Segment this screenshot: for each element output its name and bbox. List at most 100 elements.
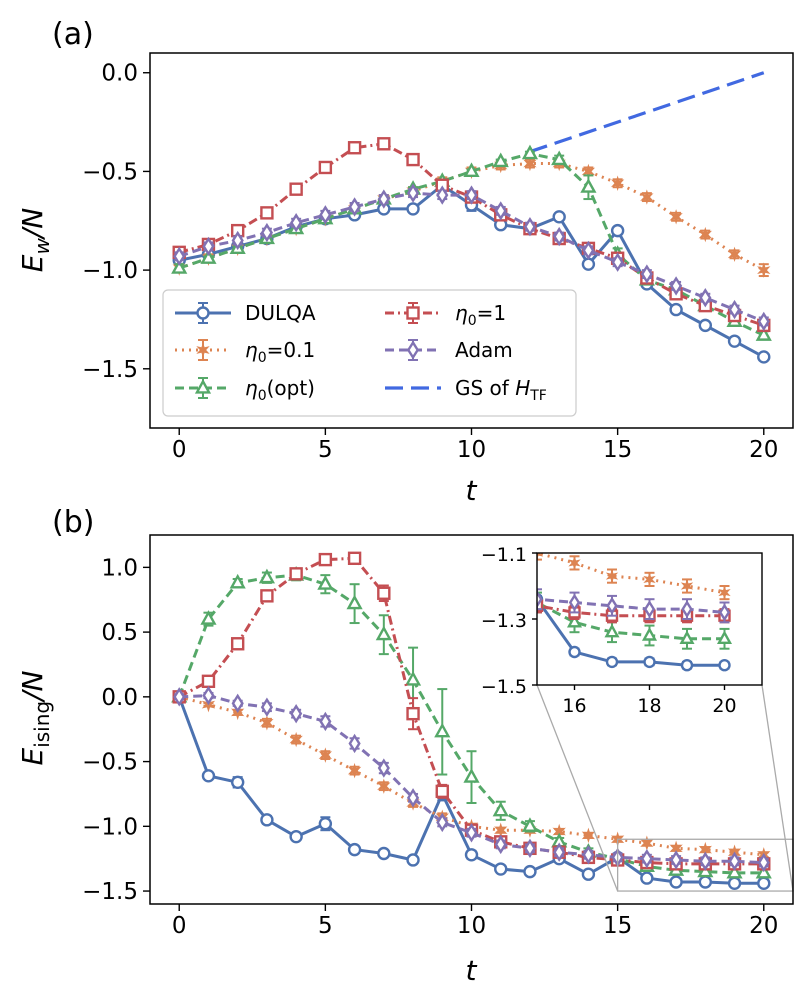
panel-a-DULQA-point bbox=[610, 223, 625, 238]
inset-Adam-point bbox=[458, 579, 467, 593]
inset-eta01-point bbox=[382, 524, 392, 535]
inset-DULQA-point bbox=[420, 631, 430, 641]
panel-a-Adam-point bbox=[699, 288, 712, 308]
panel-a-Adam-point bbox=[553, 226, 566, 247]
panel-a-etaopt-point bbox=[463, 162, 480, 178]
inset-Adam-point bbox=[643, 600, 656, 619]
panel-a-eta01-point bbox=[698, 226, 712, 243]
zoom-connector bbox=[536, 684, 619, 892]
zoom-connector bbox=[761, 684, 794, 892]
panel-b-Adam-point bbox=[377, 758, 390, 778]
inset-eta01-series bbox=[270, 455, 731, 601]
panel-a-DULQA-point bbox=[669, 302, 683, 317]
inset-eta01-point bbox=[537, 553, 544, 561]
legend-entry: η0=0.1 bbox=[175, 338, 315, 366]
panel-b-eta01-point bbox=[260, 715, 274, 731]
panel-a-eta1-point bbox=[406, 152, 420, 167]
panel-a-eta01-point bbox=[757, 262, 771, 278]
inset-eta1-point bbox=[495, 594, 505, 604]
panel-b-label: (b) bbox=[52, 505, 94, 540]
panel-a-eta1-point bbox=[260, 206, 274, 220]
inset-etaopt-point bbox=[457, 554, 468, 564]
panel-a-Adam-point bbox=[202, 236, 215, 257]
panel-b-DULQA-point bbox=[377, 846, 391, 861]
panel-a-Adam-series bbox=[173, 183, 770, 332]
panel-b-DULQA-point bbox=[406, 853, 420, 867]
inset-eta1-point bbox=[537, 599, 544, 612]
inset-eta01-point bbox=[718, 585, 731, 600]
panel-b-DULQA-point bbox=[289, 829, 303, 844]
panel-b-etaopt-point bbox=[346, 594, 363, 610]
panel-a-DULQA-point bbox=[698, 318, 713, 333]
panel-a-Adam-point bbox=[669, 276, 683, 296]
panel-b-DULQA-point bbox=[201, 769, 216, 783]
panel-b-Adam-point bbox=[202, 685, 215, 706]
inset-etaopt-point bbox=[641, 627, 658, 641]
panel-a-etaopt-point bbox=[200, 249, 217, 264]
panel-b-Adam-point bbox=[319, 711, 332, 732]
panel-b-eta01-point bbox=[581, 827, 596, 844]
panel-b-xtick-label: 5 bbox=[318, 913, 333, 939]
panel-a-Adam-point bbox=[377, 189, 390, 209]
panel-a-eta01-point bbox=[523, 155, 537, 172]
panel-b-Adam-point bbox=[523, 838, 537, 859]
panel-b-DULQA-point bbox=[581, 867, 596, 881]
panel-a-eta01-point bbox=[640, 189, 654, 205]
panel-a-eta01-point bbox=[669, 209, 683, 225]
panel-b-Adam-point bbox=[406, 788, 420, 808]
legend-entry: GS of HTF bbox=[385, 376, 547, 404]
panel-a-DULQA-point bbox=[406, 202, 420, 216]
panel-b-Adam-point bbox=[582, 845, 595, 865]
panel-b-Adam-point bbox=[699, 851, 712, 871]
inset-Adam-point bbox=[308, 503, 317, 516]
panel-a-DULQA-point bbox=[552, 210, 566, 224]
panel-a-Adam-point bbox=[290, 213, 303, 233]
legend-marker bbox=[406, 340, 420, 360]
panel-b-eta1-point bbox=[289, 567, 303, 581]
panel-a-DULQA-point bbox=[581, 257, 596, 271]
panel-b-etaopt-point bbox=[726, 863, 743, 879]
legend-marker bbox=[196, 342, 210, 358]
panel-b-etaopt-point bbox=[200, 610, 217, 625]
panel-a-eta1-point bbox=[289, 182, 303, 196]
inset-eta01-point bbox=[307, 491, 317, 502]
inset-DULQA-point bbox=[495, 637, 505, 647]
inset-DULQA-point bbox=[568, 645, 581, 659]
panel-a-ylabel: Ew/N bbox=[16, 208, 54, 272]
panel-b-xtick-label: 10 bbox=[457, 913, 486, 939]
panel-b-eta1-point bbox=[230, 637, 245, 651]
panel-b-ytick-label: 0.0 bbox=[101, 685, 138, 711]
panel-a-etaopt-point bbox=[521, 144, 539, 160]
panel-a-Adam-point bbox=[728, 299, 741, 320]
panel-b-Adam-point bbox=[757, 852, 770, 873]
inset-Adam-point bbox=[606, 596, 618, 615]
panel-b-xtick-label: 0 bbox=[172, 913, 187, 939]
panel-b-etaopt-point bbox=[258, 568, 275, 584]
panel-b-xtick-label: 20 bbox=[749, 913, 778, 939]
inset-eta01-point bbox=[605, 568, 619, 584]
panel-b-etaopt-point bbox=[492, 801, 509, 817]
inset-DULQA-point bbox=[718, 659, 731, 672]
panel-b-etaopt-point bbox=[404, 670, 422, 686]
legend-marker bbox=[406, 306, 420, 320]
panel-a-DULQA-point bbox=[727, 334, 742, 348]
panel-b-frame bbox=[149, 534, 794, 905]
inset-eta01-point bbox=[270, 455, 280, 466]
panel-b-ytick-label: −1.0 bbox=[82, 814, 138, 840]
panel-b-Adam-point bbox=[436, 812, 449, 833]
legend-label: η0=0.1 bbox=[245, 338, 315, 366]
panel-b-DULQA-point bbox=[494, 862, 508, 876]
panel-b-DULQA-point bbox=[260, 813, 274, 827]
panel-b-DULQA-point bbox=[757, 876, 771, 890]
inset-DULQA-point bbox=[307, 433, 317, 443]
panel-a-eta01-point bbox=[727, 246, 742, 263]
legend-label: GS of HTF bbox=[455, 376, 547, 404]
inset-eta01-point bbox=[345, 515, 355, 526]
panel-a-eta1-point bbox=[377, 137, 391, 151]
inset-eta1-point bbox=[420, 571, 430, 581]
inset-Adam-point bbox=[158, 246, 167, 260]
inset-Adam-point bbox=[120, 226, 129, 240]
inset-xtick-label: 18 bbox=[637, 695, 661, 717]
panel-b-etaopt-point bbox=[463, 768, 480, 783]
panel-a-eta1-point bbox=[318, 160, 333, 175]
